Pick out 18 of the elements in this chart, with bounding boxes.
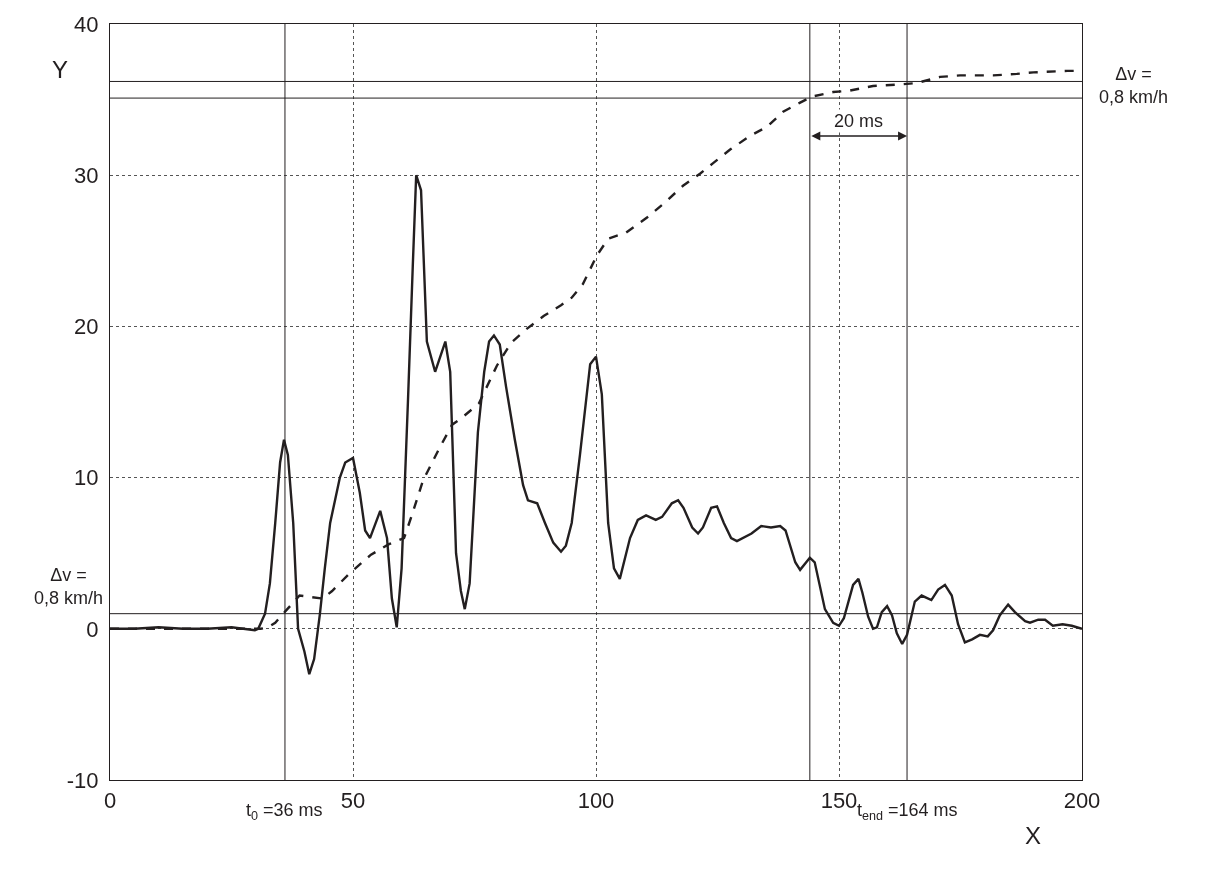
x-tick-label: 150 bbox=[820, 787, 858, 813]
ref-line-label: t$_{end}$ =164 ms bbox=[857, 800, 958, 823]
ref-line-label: t$_{0}$ =36 ms bbox=[246, 800, 323, 823]
x-tick-label: 50 bbox=[340, 787, 366, 813]
y-tick-label: 40 bbox=[74, 11, 99, 37]
text: Δv = 0,8 km/h bbox=[1099, 64, 1169, 108]
y-tick-label: 10 bbox=[74, 465, 99, 491]
annotation: 20 ms bbox=[834, 111, 884, 131]
y-tick-label: 30 bbox=[74, 162, 99, 188]
y-tick-label: 0 bbox=[86, 616, 99, 642]
x-tick-label: 100 bbox=[577, 787, 615, 813]
x-axis-title: X bbox=[1025, 822, 1042, 849]
x-tick-label: 0 bbox=[103, 787, 117, 813]
y-tick-label: -10 bbox=[66, 767, 99, 793]
text: Δv = 0,8 km/h bbox=[34, 565, 104, 609]
y-tick-label: 20 bbox=[74, 314, 99, 340]
y-axis-title: Y bbox=[52, 56, 69, 83]
x-tick-label: 200 bbox=[1063, 787, 1101, 813]
